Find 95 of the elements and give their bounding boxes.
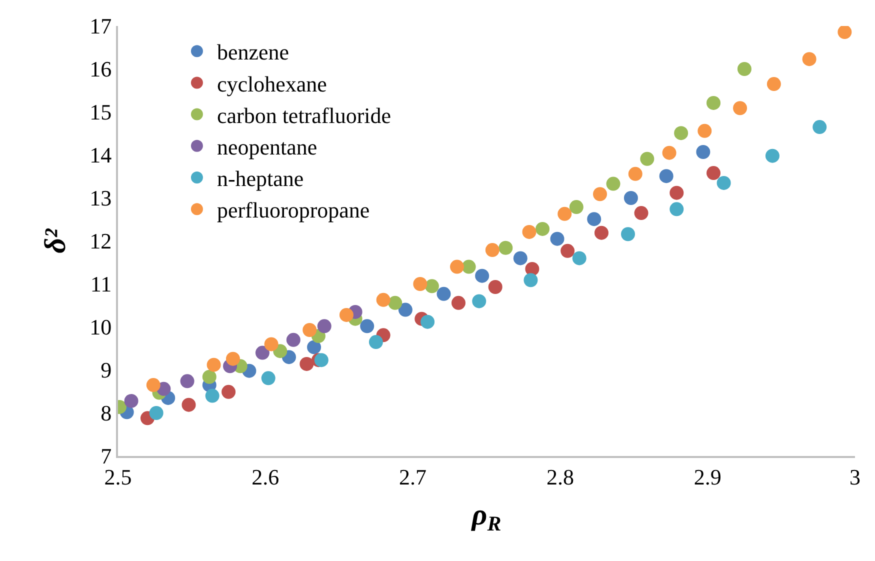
point (536, 222, 550, 236)
point (124, 394, 138, 408)
point (550, 232, 564, 246)
y-tick-label: 11 (90, 272, 112, 297)
x-tick-label: 2.8 (546, 464, 574, 490)
point (674, 126, 688, 140)
y-tick-label: 10 (90, 314, 112, 340)
point (737, 62, 752, 76)
y-tick-label: 13 (90, 186, 112, 211)
y-tick-label: 12 (90, 228, 112, 254)
point (569, 200, 584, 214)
point (388, 296, 402, 310)
y-tick-label: 9 (100, 358, 112, 383)
point (314, 353, 328, 368)
point (624, 191, 638, 205)
y-tick-label: 17 (90, 14, 112, 39)
point (634, 206, 648, 220)
x-tick-label: 2.7 (399, 464, 427, 490)
point (222, 384, 236, 399)
point (398, 302, 412, 317)
point (522, 224, 536, 239)
point (560, 244, 575, 258)
point (339, 308, 354, 322)
point (376, 292, 390, 307)
legend-label: neopentane (216, 134, 318, 160)
point (182, 398, 196, 412)
point (302, 323, 317, 338)
point (149, 406, 164, 420)
point (488, 280, 502, 294)
point (558, 206, 572, 221)
point (202, 370, 216, 384)
point (205, 388, 220, 403)
point (485, 243, 500, 258)
point (360, 319, 374, 334)
point (300, 356, 314, 371)
legend-label: benzene (216, 40, 290, 65)
point (606, 176, 620, 191)
y-tick-label: 14 (90, 142, 112, 168)
point (765, 148, 780, 163)
point (307, 340, 322, 354)
point (226, 352, 240, 366)
point (424, 279, 439, 294)
point (587, 212, 602, 226)
point (706, 96, 720, 110)
point (572, 251, 586, 266)
point (594, 226, 608, 240)
point (472, 294, 486, 308)
legend-label: carbon tetrafluoride (216, 102, 392, 128)
point (662, 146, 676, 160)
point (462, 260, 476, 274)
point (206, 358, 221, 372)
point (450, 260, 464, 274)
point (698, 124, 712, 138)
point (498, 240, 513, 255)
y-tick-label: 15 (90, 100, 112, 125)
point (716, 176, 731, 190)
legend-label: n-heptane (216, 166, 304, 192)
x-axis-title: ρ$_{R}$ (470, 498, 502, 536)
point (766, 77, 781, 92)
point (264, 337, 278, 352)
x-tick-label: 2.6 (252, 464, 280, 490)
x-tick-label: 3 (850, 464, 860, 490)
point (413, 277, 428, 291)
legend-label: perfluoropropane (216, 198, 370, 223)
point (733, 101, 748, 116)
point (420, 314, 435, 329)
point (317, 319, 332, 334)
point (812, 120, 827, 134)
point (513, 251, 528, 266)
point (670, 202, 684, 216)
point (524, 273, 538, 288)
point (802, 52, 816, 66)
point (368, 335, 383, 350)
point (475, 268, 490, 283)
legend-label: cyclohexane (216, 71, 327, 96)
point (286, 332, 300, 347)
y-tick-label: 8 (100, 400, 112, 426)
y-tick-label: 16 (90, 56, 112, 82)
point (670, 186, 684, 200)
point (451, 296, 466, 310)
point (261, 371, 276, 386)
x-tick-label: 2.9 (694, 464, 722, 490)
point (146, 378, 160, 392)
point (255, 346, 270, 360)
point (621, 227, 635, 242)
point (593, 187, 607, 202)
y-axis-title: δ² (39, 228, 72, 254)
point (659, 169, 674, 184)
point (640, 152, 654, 166)
point (180, 374, 194, 388)
point (838, 26, 852, 40)
point (696, 144, 710, 159)
point (436, 286, 451, 301)
point (706, 166, 720, 180)
point (628, 166, 642, 181)
